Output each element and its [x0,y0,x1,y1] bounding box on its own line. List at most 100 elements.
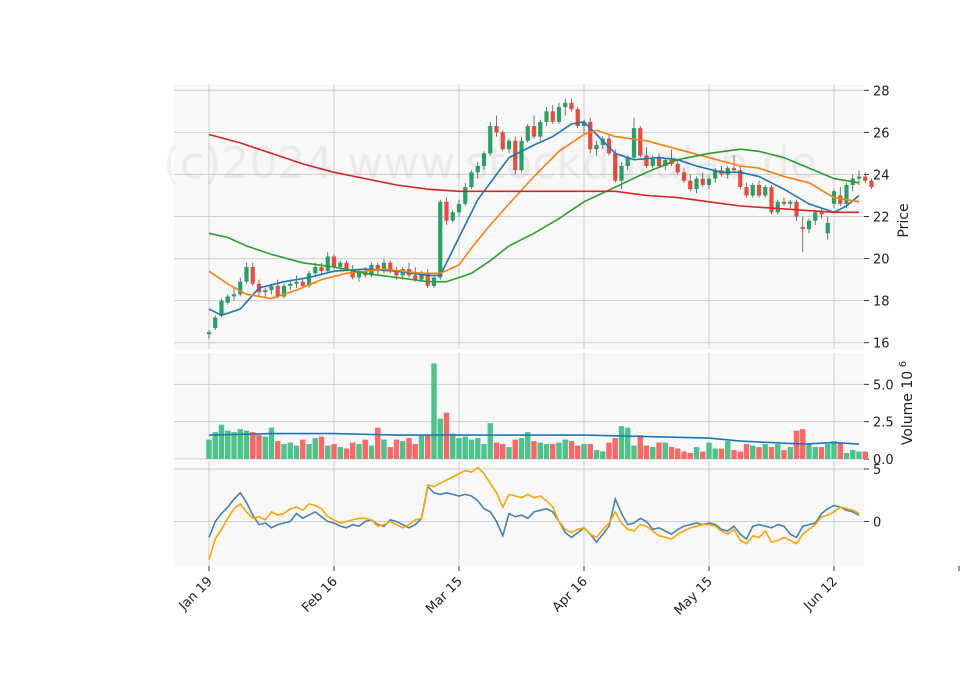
volume-bar-55 [550,444,556,459]
volume-bar-19 [325,445,331,459]
volume-bar-102 [843,453,850,459]
volume-bar-62 [593,450,600,459]
volume-bar-97 [812,447,818,459]
volume-bar-83 [725,441,731,459]
volume-bar-60 [581,444,587,459]
volume-bar-23 [350,442,356,459]
candle-body-59 [575,109,580,127]
volume-y-label-exponent: 6 [898,361,909,367]
volume-bar-2 [218,424,225,459]
volume-bar-46 [493,442,500,459]
candle-body-14 [294,281,299,284]
volume-ma-line [208,432,860,445]
volume-bar-35 [425,435,431,459]
volume-bar-4 [231,432,237,459]
candle-body-54 [544,111,549,122]
candle-body-92 [781,201,787,204]
candle-body-75 [675,163,680,173]
candle-body-34 [419,273,424,280]
volume-bar-17 [312,438,318,459]
candle-body-62 [594,144,599,150]
candle-body-33 [413,275,418,280]
volume-bar-105 [862,451,868,459]
volume-bar-5 [237,429,243,459]
candle-body-15 [300,281,305,286]
volume-bar-26 [368,445,375,459]
volume-bar-68 [631,445,637,459]
candle-body-90 [769,187,774,213]
volume-bar-58 [568,441,575,459]
volume-bar-90 [768,447,775,459]
candle-body-35 [425,273,430,286]
candle-body-11 [275,285,280,297]
volume-bar-73 [662,442,668,459]
volume-bar-12 [281,444,287,459]
candle-body-28 [381,262,387,272]
candle-body-18 [319,266,324,272]
volume-bar-75 [675,448,681,459]
volume-bar-96 [806,444,812,459]
volume-bar-80 [706,442,712,459]
volume-y-tick-label-1: 2.5 [873,416,894,431]
candle-body-60 [581,121,587,127]
candle-body-98 [819,212,824,215]
volume-bar-100 [831,441,837,459]
candle-body-13 [288,283,293,286]
oscillator-y-tick-label-0: 0 [873,515,881,530]
volume-bar-8 [256,435,262,459]
candle-body-30 [394,271,399,276]
volume-bar-41 [462,436,468,459]
volume-bar-24 [356,444,362,459]
candle-body-22 [344,262,349,270]
volume-bar-67 [625,427,631,459]
candle-body-71 [650,157,655,167]
candle-body-46 [494,126,499,133]
volume-bar-15 [300,439,306,459]
volume-bar-50 [518,438,525,459]
candle-body-76 [681,172,687,181]
volume-bar-74 [668,447,675,459]
volume-bar-66 [618,426,625,459]
volume-bar-30 [393,439,400,459]
candle-body-16 [306,273,312,286]
volume-bar-33 [412,444,418,459]
volume-bar-47 [500,444,506,459]
candle-body-55 [550,111,555,122]
volume-bar-88 [756,447,762,459]
candle-body-69 [638,128,643,156]
oscillator-y-tick-label-1: 5 [873,463,881,478]
candle-body-10 [269,285,274,291]
price-y-label: Price [896,203,912,237]
candle-body-58 [569,102,574,110]
candle-body-57 [563,102,568,108]
candle-body-53 [538,121,543,137]
volume-bar-71 [650,447,656,459]
volume-bar-6 [243,430,250,459]
volume-bar-48 [506,447,512,459]
volume-bar-51 [525,432,531,459]
oscillator-plot-area [174,461,864,566]
volume-bar-86 [743,444,750,459]
price-y-tick-label-4: 24 [873,168,890,183]
volume-bar-82 [718,448,725,459]
volume-panel: 0.0 2.5 5.0 Volume 10 6 [174,353,916,468]
volume-bar-42 [468,439,475,459]
candle-body-2 [219,300,224,316]
candle-body-84 [731,168,737,171]
candle-body-43 [475,166,480,173]
candle-body-102 [844,184,849,204]
candle-body-41 [463,187,468,204]
volume-bar-40 [456,438,462,459]
volume-bar-49 [512,439,518,459]
candle-body-79 [700,178,705,185]
oscillator-panel: 05 [174,461,881,566]
candle-body-106 [869,180,874,188]
candle-body-39 [450,212,455,221]
volume-bar-98 [818,447,825,459]
candle-body-66 [619,166,624,181]
volume-bar-91 [775,444,781,459]
volume-bar-29 [387,447,393,459]
volume-bar-54 [543,444,550,459]
volume-bar-3 [225,430,231,459]
